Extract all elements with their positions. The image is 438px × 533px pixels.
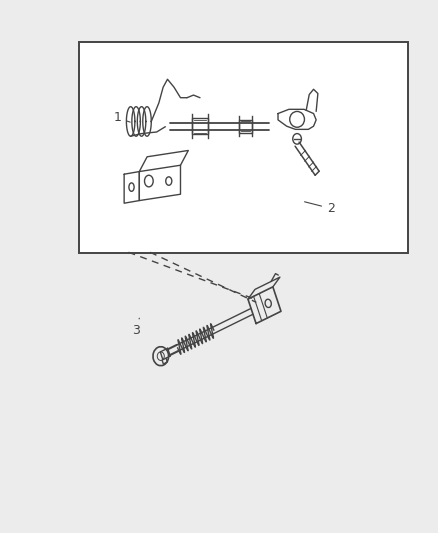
- Text: 2: 2: [304, 202, 334, 215]
- Text: 3: 3: [132, 318, 139, 337]
- Text: 1: 1: [113, 111, 130, 124]
- Bar: [78, 42, 407, 253]
- Bar: [192, 118, 207, 134]
- Bar: [238, 119, 251, 133]
